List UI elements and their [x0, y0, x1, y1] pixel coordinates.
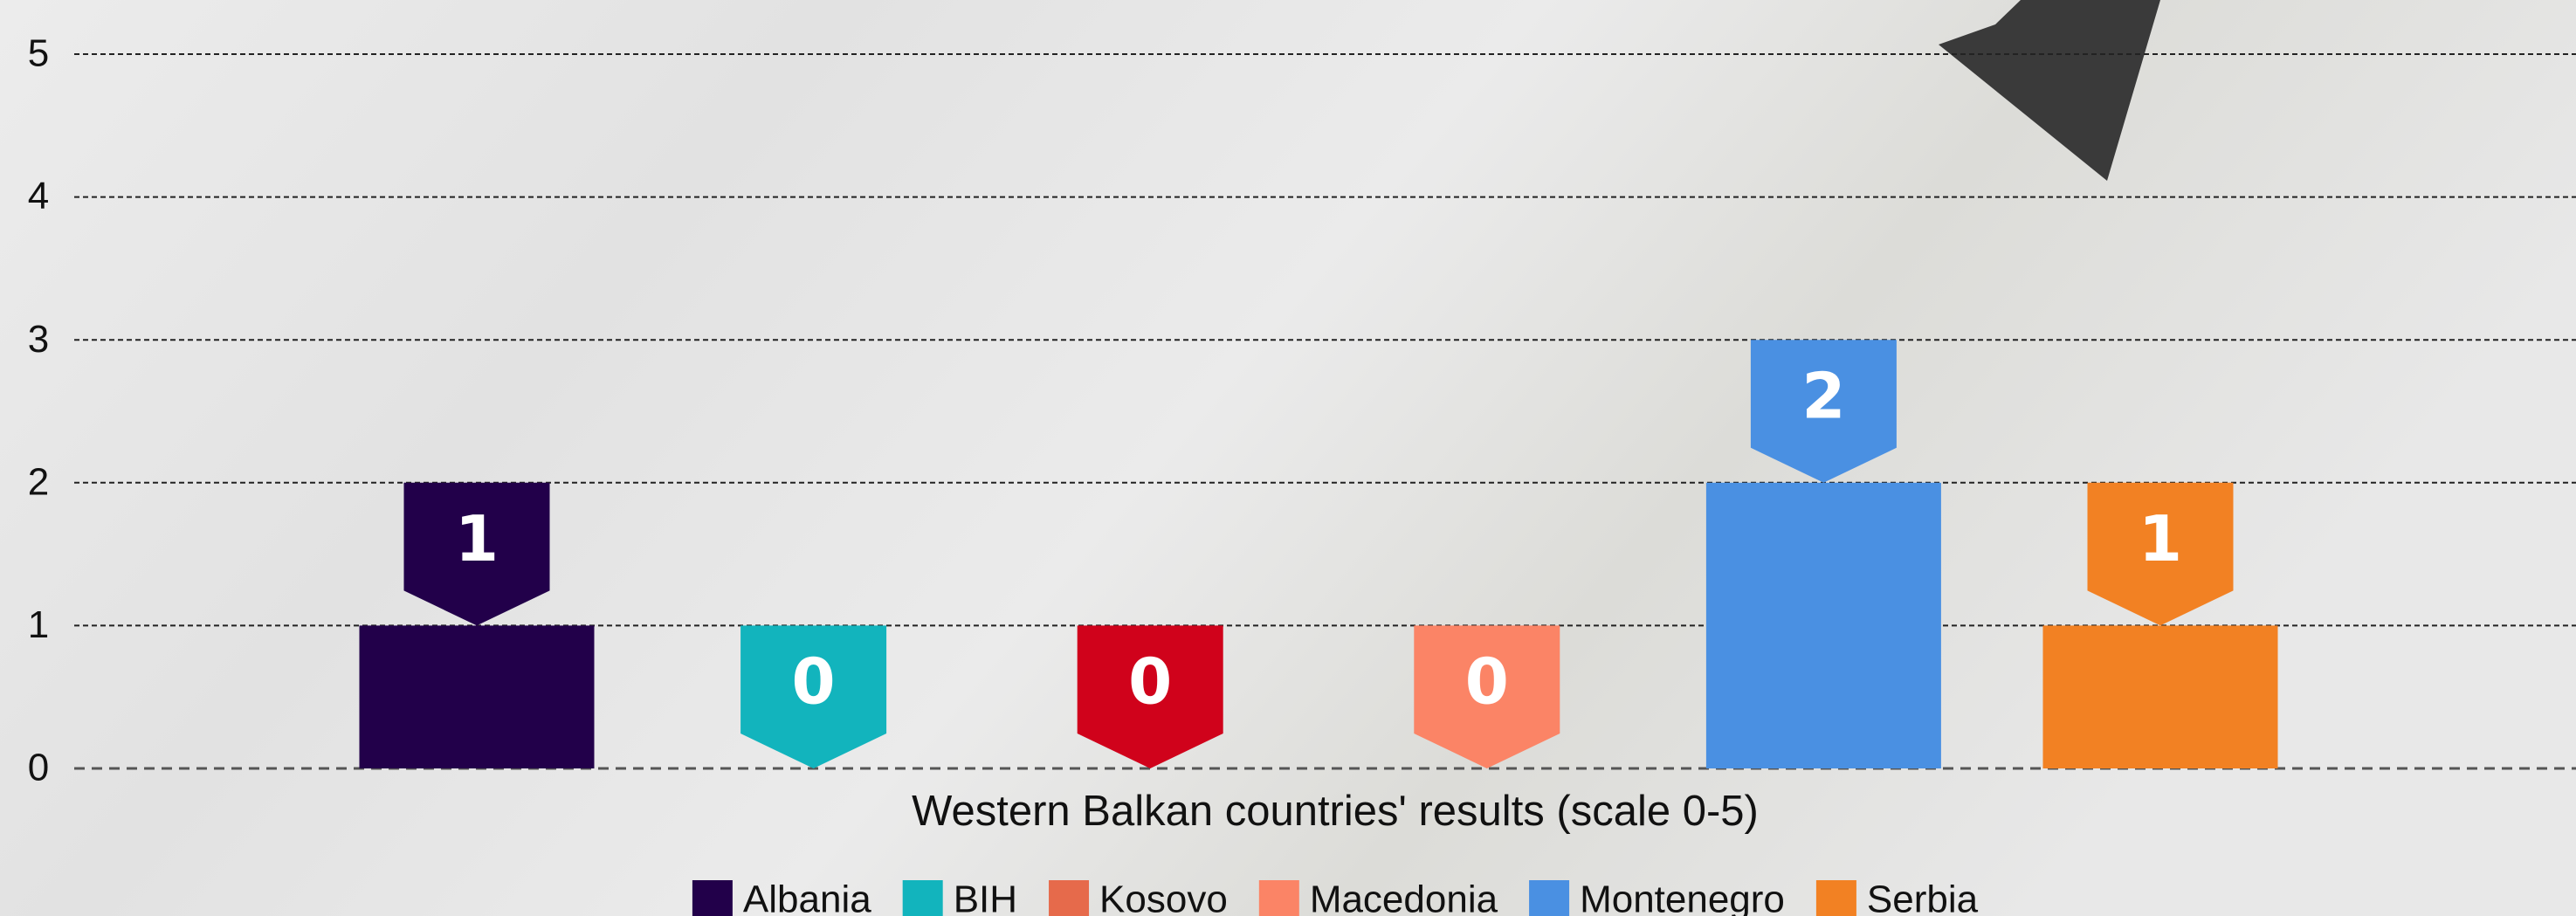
value-label: 0: [1128, 645, 1172, 719]
legend-label: Kosovo: [1099, 878, 1228, 916]
legend-label: Albania: [743, 878, 871, 916]
y-tick-label: 0: [28, 747, 49, 789]
legend-swatch: [903, 880, 943, 916]
legend-swatch: [1816, 880, 1856, 916]
legend-swatch: [692, 880, 733, 916]
legend-label: Macedonia: [1310, 878, 1498, 916]
bar: [1706, 483, 1941, 768]
y-tick-label: 4: [28, 175, 49, 217]
chart: Western Balkan countries' results (scale…: [0, 0, 2576, 916]
legend-swatch: [1259, 880, 1299, 916]
value-label: 0: [792, 645, 836, 719]
bar: [360, 625, 595, 768]
y-tick-label: 1: [28, 603, 49, 646]
legend-label: BIH: [954, 878, 1017, 916]
legend-label: Montenegro: [1580, 878, 1785, 916]
y-tick-label: 5: [28, 32, 49, 75]
bar: [2043, 625, 2278, 768]
value-label: 2: [1801, 360, 1845, 433]
page: Western Balkan countries' results (scale…: [0, 0, 2576, 916]
background: [0, 0, 2576, 916]
x-axis-title: Western Balkan countries' results (scale…: [912, 788, 1759, 835]
value-label: 0: [1465, 645, 1509, 719]
legend-swatch: [1529, 880, 1569, 916]
value-label: 1: [2139, 502, 2182, 575]
y-tick-label: 3: [28, 318, 49, 361]
y-tick-label: 2: [28, 460, 49, 503]
value-label: 1: [455, 502, 499, 575]
legend-swatch: [1049, 880, 1089, 916]
legend-label: Serbia: [1867, 878, 1979, 916]
